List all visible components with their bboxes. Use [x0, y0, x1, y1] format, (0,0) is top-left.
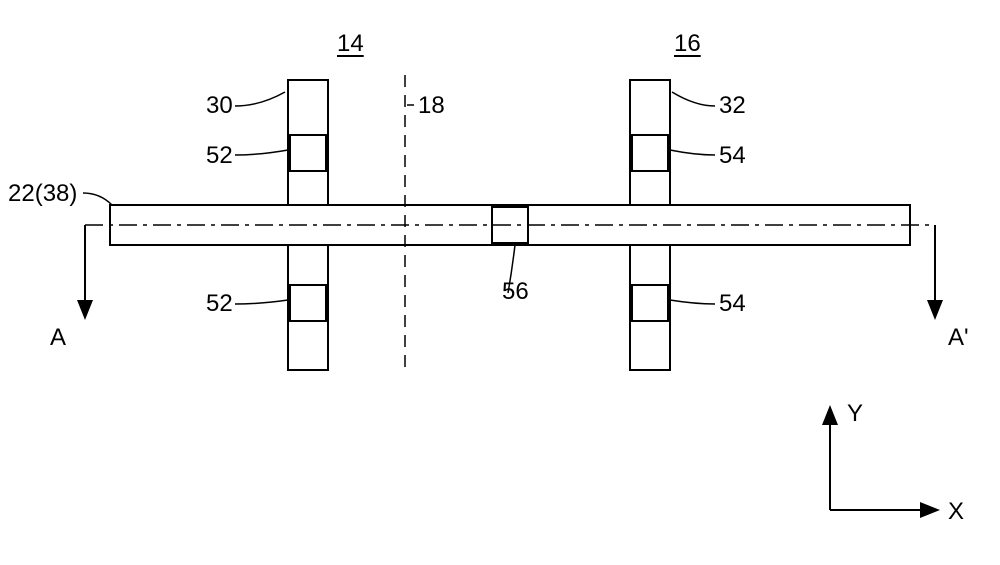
arrow-aprime-head — [927, 300, 943, 320]
diagram-svg — [0, 0, 1000, 565]
leader-32 — [672, 92, 715, 106]
leader-52-bottom — [235, 300, 288, 304]
label-54-bottom: 54 — [719, 290, 746, 318]
contact-52-top — [290, 135, 326, 171]
leader-22 — [83, 193, 112, 205]
label-22-38: 22(38) — [8, 180, 77, 208]
label-52-top: 52 — [206, 142, 233, 170]
vertical-bar-32-top — [630, 80, 670, 205]
label-52-bottom: 52 — [206, 290, 233, 318]
leader-52-top — [235, 150, 288, 155]
vertical-bar-30-bottom — [288, 245, 328, 370]
label-30: 30 — [206, 92, 233, 120]
axis-x-label: X — [948, 498, 964, 526]
leader-30 — [235, 92, 285, 106]
leader-54-top — [670, 150, 715, 155]
label-18: 18 — [418, 92, 445, 120]
label-14: 14 — [337, 30, 364, 58]
axis-y-head — [822, 405, 838, 425]
diagram-root: 14 16 30 32 52 54 52 54 18 22(38) 56 A A… — [0, 0, 1000, 565]
label-a-prime: A' — [948, 324, 969, 352]
arrow-a-head — [77, 300, 93, 320]
label-56: 56 — [502, 278, 529, 306]
label-16: 16 — [674, 30, 701, 58]
leader-54-bottom — [670, 300, 715, 304]
label-32: 32 — [719, 92, 746, 120]
axis-x-head — [920, 502, 940, 518]
contact-52-bottom — [290, 285, 326, 321]
contact-54-bottom — [632, 285, 668, 321]
axis-y-label: Y — [847, 400, 863, 428]
label-a: A — [50, 324, 66, 352]
contact-54-top — [632, 135, 668, 171]
vertical-bar-32-bottom — [630, 245, 670, 370]
label-54-top: 54 — [719, 142, 746, 170]
vertical-bar-30-top — [288, 80, 328, 205]
